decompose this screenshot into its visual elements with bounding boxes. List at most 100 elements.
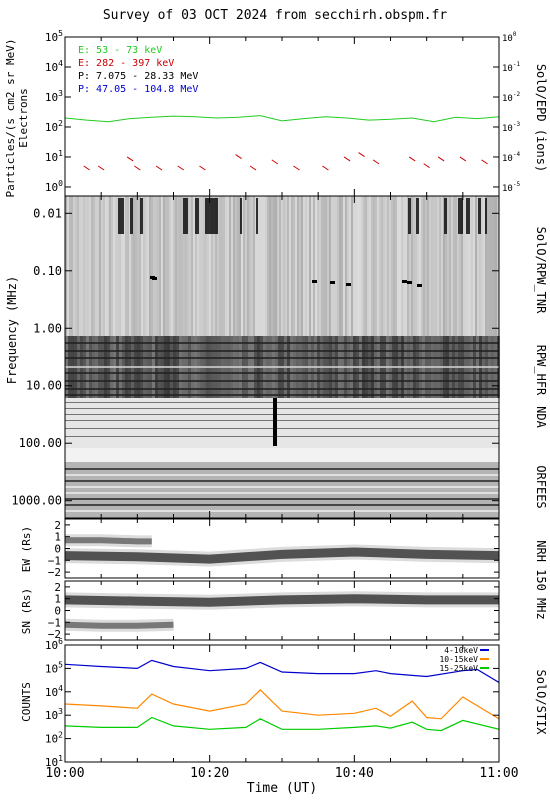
spectrogram-column bbox=[323, 196, 325, 336]
spectrogram-column bbox=[293, 196, 295, 336]
spectrogram-column bbox=[157, 196, 159, 336]
spectrogram-column bbox=[349, 196, 351, 336]
spectrogram-column bbox=[245, 196, 247, 336]
stix-tick-label: 105 bbox=[45, 660, 63, 675]
spectrogram-column bbox=[123, 196, 125, 336]
spectrogram-column bbox=[237, 196, 239, 336]
spectrogram-column bbox=[449, 196, 451, 336]
spectrogram-band bbox=[65, 498, 499, 500]
spectrogram-column bbox=[179, 196, 181, 336]
spectrogram-column bbox=[477, 196, 479, 336]
spectrogram-column bbox=[183, 196, 185, 336]
nda-background bbox=[65, 398, 499, 448]
spectrogram-column bbox=[145, 196, 147, 336]
stix-series-line bbox=[65, 716, 499, 732]
spectrogram-column bbox=[351, 196, 353, 336]
spectrogram-column bbox=[433, 196, 435, 336]
x-axis-label: Time (UT) bbox=[247, 781, 317, 796]
spectrogram-column bbox=[467, 196, 469, 336]
spectrogram-column bbox=[377, 196, 379, 336]
spectrogram-column bbox=[165, 196, 167, 336]
sn-tick-label: 1 bbox=[54, 593, 61, 606]
radio-feature bbox=[407, 281, 412, 284]
stix-ylabel: COUNTS bbox=[20, 682, 33, 722]
epd-series-point bbox=[358, 152, 365, 158]
epd-series-point bbox=[177, 165, 185, 171]
ew-ridge bbox=[65, 537, 152, 545]
spectrogram-column bbox=[269, 196, 271, 336]
spectrogram-column bbox=[121, 196, 123, 336]
spectrogram-column bbox=[421, 196, 423, 336]
epd-right-tick-label: 100 bbox=[502, 31, 517, 44]
epd-right-tick-label: 10-5 bbox=[502, 181, 520, 194]
spectrogram-band bbox=[65, 414, 499, 415]
spectrogram-column bbox=[105, 196, 107, 336]
spectrogram-column bbox=[249, 196, 251, 336]
epd-left-tick-label: 101 bbox=[45, 149, 63, 164]
spectrogram-column bbox=[359, 196, 361, 336]
spectrogram-column bbox=[331, 196, 333, 336]
radio-burst bbox=[240, 198, 242, 234]
spectrogram-column bbox=[175, 196, 177, 336]
spectrogram-column bbox=[409, 196, 411, 336]
spectrogram-column bbox=[321, 196, 323, 336]
spectrogram-column bbox=[483, 196, 485, 336]
stix-legend-item: 10-15keV bbox=[439, 655, 478, 664]
stix-legend-item: 4-10keV bbox=[444, 646, 478, 655]
spectrogram-column bbox=[143, 196, 145, 336]
spectrogram-column bbox=[91, 196, 93, 336]
spectrogram-column bbox=[299, 196, 301, 336]
radio-tick-label: 1000.00 bbox=[11, 494, 62, 508]
spectrogram-column bbox=[117, 196, 119, 336]
spectrogram-column bbox=[347, 196, 349, 336]
epd-series-point bbox=[481, 159, 488, 165]
spectrogram-column bbox=[479, 196, 481, 336]
instrument-nda: NDA bbox=[534, 406, 548, 428]
spectrogram-column bbox=[341, 196, 343, 336]
ew-tick-label: −1 bbox=[48, 554, 61, 567]
spectrogram-column bbox=[223, 196, 225, 336]
spectrogram-band bbox=[65, 342, 499, 344]
stix-series-line bbox=[65, 689, 499, 720]
spectrogram-band bbox=[65, 474, 499, 476]
spectrogram-column bbox=[491, 196, 493, 336]
radio-tick-label: 0.10 bbox=[33, 264, 62, 278]
epd-left-tick-label: 103 bbox=[45, 89, 63, 104]
radio-burst bbox=[444, 198, 447, 234]
spectrogram-column bbox=[207, 196, 209, 336]
spectrogram-column bbox=[495, 196, 497, 336]
spectrogram-column bbox=[65, 196, 67, 336]
spectrogram-band bbox=[65, 428, 499, 429]
spectrogram-column bbox=[177, 196, 179, 336]
spectrogram-column bbox=[363, 196, 365, 336]
spectrogram-column bbox=[103, 196, 105, 336]
spectrogram-band bbox=[65, 402, 499, 403]
spectrogram-column bbox=[473, 196, 475, 336]
spectrogram-column bbox=[319, 196, 321, 336]
epd-legend: E: 53 - 73 keV E: 282 - 397 keV P: 7.075 -… bbox=[78, 45, 198, 95]
radio-burst bbox=[183, 198, 188, 234]
ew-background bbox=[65, 519, 499, 578]
spectrogram-column bbox=[497, 196, 499, 336]
spectrogram-band bbox=[65, 366, 499, 368]
radio-tick-label: 1.00 bbox=[33, 321, 62, 335]
stix-right-label: SolO/STIX bbox=[534, 669, 548, 735]
stix-tick-label: 103 bbox=[45, 707, 63, 722]
spectrogram-column bbox=[405, 196, 407, 336]
ew-tick-label: −2 bbox=[48, 566, 61, 579]
spectrogram-column bbox=[403, 196, 405, 336]
spectrogram-column bbox=[159, 196, 161, 336]
spectrogram-column bbox=[161, 196, 163, 336]
spectrogram-column bbox=[255, 196, 257, 336]
epd-series-point bbox=[372, 159, 380, 165]
spectrogram-column bbox=[463, 196, 465, 336]
spectrogram-column bbox=[447, 196, 449, 336]
spectrogram-column bbox=[71, 196, 73, 336]
spectrogram-column bbox=[251, 196, 253, 336]
nrh-label: NRH 150 MHz bbox=[534, 540, 548, 619]
spectrogram-column bbox=[381, 196, 383, 336]
spectrogram-column bbox=[169, 196, 171, 336]
epd-ylabel-2: Electrons bbox=[17, 88, 30, 148]
spectrogram-column bbox=[87, 196, 89, 336]
spectrogram-column bbox=[253, 196, 255, 336]
